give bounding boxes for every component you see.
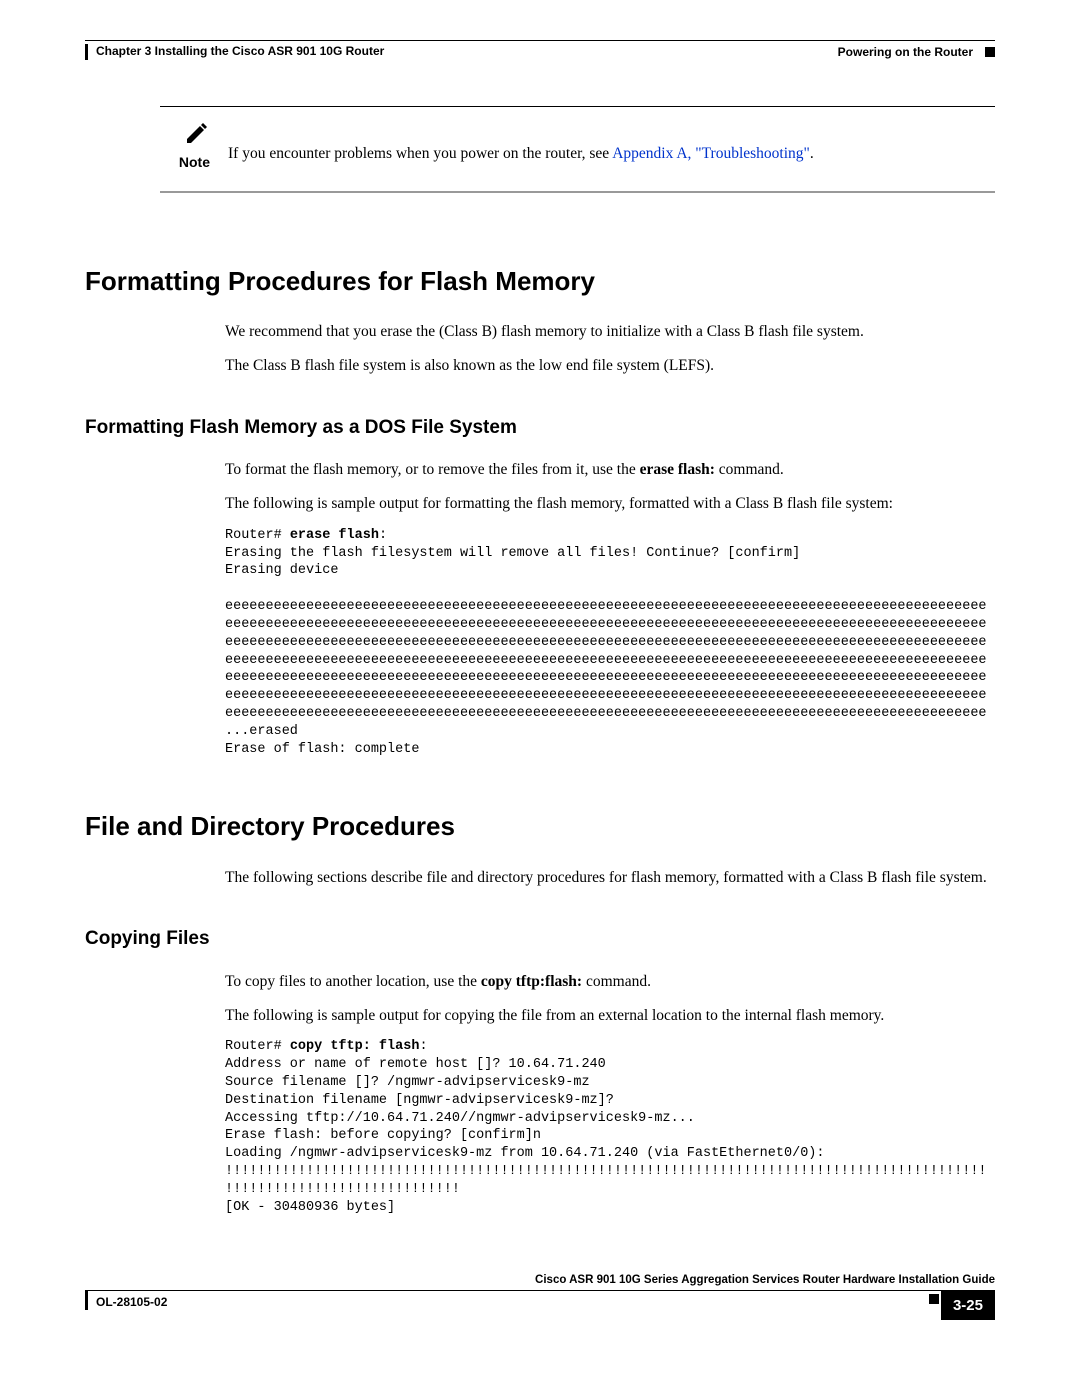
heading-formatting-dos: Formatting Flash Memory as a DOS File Sy… xyxy=(85,415,995,442)
file-dir-body: The following sections describe file and… xyxy=(225,867,995,889)
erase-flash-cmd: erase flash: xyxy=(640,461,715,478)
heading-formatting-procedures: Formatting Procedures for Flash Memory xyxy=(85,263,995,299)
copy-tftp-cmd: copy tftp:flash: xyxy=(481,973,582,990)
copy-tftp-output: Router# copy tftp: flash: Address or nam… xyxy=(225,1038,995,1216)
footer-doc-number: OL-28105-02 xyxy=(85,1291,167,1311)
cf-p2: The following is sample output for copyi… xyxy=(225,1005,995,1027)
fdp-p1: The following sections describe file and… xyxy=(225,867,995,889)
copying-body: To copy files to another location, use t… xyxy=(225,971,995,1026)
pencil-icon xyxy=(184,121,210,150)
erase-flash-output: Router# erase flash: Erasing the flash f… xyxy=(225,527,995,759)
page-header: Chapter 3 Installing the Cisco ASR 901 1… xyxy=(85,40,995,106)
cf-p1: To copy files to another location, use t… xyxy=(225,971,995,993)
appendix-link[interactable]: Appendix A, "Troubleshooting" xyxy=(612,145,810,162)
formatting-procedures-body: We recommend that you erase the (Class B… xyxy=(225,321,995,376)
header-section-wrap: Powering on the Router xyxy=(838,44,995,61)
page-footer: Cisco ASR 901 10G Series Aggregation Ser… xyxy=(85,1272,995,1320)
header-marker-icon xyxy=(985,47,995,57)
fp-p1: We recommend that you erase the (Class B… xyxy=(225,321,995,343)
fd-p2: The following is sample output for forma… xyxy=(225,493,995,515)
heading-copying-files: Copying Files xyxy=(85,926,995,953)
fd-p1: To format the flash memory, or to remove… xyxy=(225,459,995,481)
note-icon-column: Note xyxy=(160,121,210,173)
note-label: Note xyxy=(160,153,210,173)
footer-guide-title: Cisco ASR 901 10G Series Aggregation Ser… xyxy=(85,1272,995,1288)
note-text-after: . xyxy=(810,145,814,162)
note-text: If you encounter problems when you power… xyxy=(228,121,995,165)
note-rule-bottom xyxy=(160,191,995,193)
note-text-before: If you encounter problems when you power… xyxy=(228,145,612,162)
header-chapter: Chapter 3 Installing the Cisco ASR 901 1… xyxy=(85,44,384,60)
note-rule-top xyxy=(160,106,995,107)
fp-p2: The Class B flash file system is also kn… xyxy=(225,355,995,377)
formatting-dos-body: To format the flash memory, or to remove… xyxy=(225,459,995,514)
footer-page-number: 3-25 xyxy=(941,1291,995,1320)
heading-file-dir: File and Directory Procedures xyxy=(85,808,995,844)
note-block: Note If you encounter problems when you … xyxy=(160,106,995,193)
header-section: Powering on the Router xyxy=(838,44,973,61)
